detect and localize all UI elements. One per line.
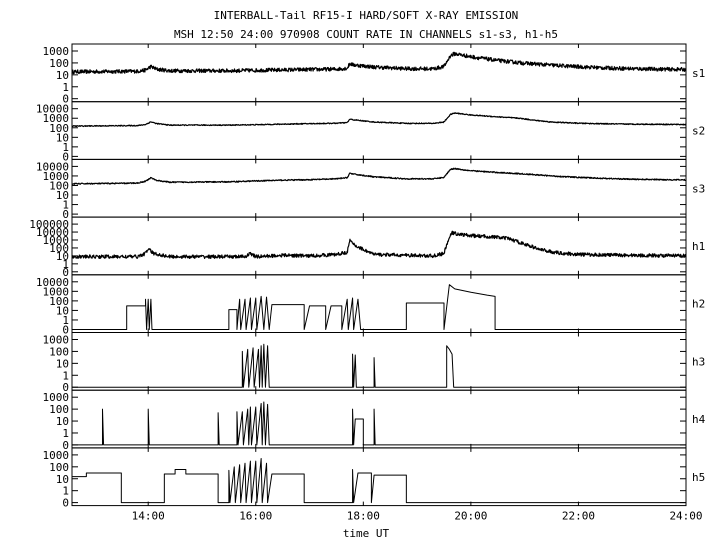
panel-frame — [71, 274, 687, 333]
y-tick-label: 10 — [56, 415, 69, 428]
y-tick-label: 100 — [49, 179, 69, 192]
y-tick-label: 1 — [62, 258, 69, 271]
panel-label: h1 — [692, 240, 705, 253]
x-tick-label: 22:00 — [562, 510, 595, 523]
data-series-h3 — [72, 343, 686, 388]
y-tick-label: 1000 — [43, 170, 70, 183]
panel-label: h2 — [692, 298, 705, 311]
y-tick-label: 0 — [62, 150, 69, 163]
y-tick-label: 1 — [62, 485, 69, 498]
data-series-h4 — [72, 401, 686, 446]
x-axis: 14:00 16:00 18:00 20:00 22:00 24:00 — [132, 510, 703, 523]
y-tick-label: 1 — [62, 81, 69, 94]
y-tick-label: 100 — [49, 242, 69, 255]
y-tick-label: 0 — [62, 439, 69, 452]
data-series-s2 — [71, 112, 687, 128]
y-tick-label: 1 — [62, 141, 69, 154]
data-series-s1 — [71, 51, 687, 75]
panel-label: h4 — [692, 413, 706, 426]
y-tick-label: 10 — [56, 131, 69, 144]
panel-frame — [71, 389, 687, 449]
y-tick-label: 10000 — [36, 160, 69, 173]
y-tick-label: 10 — [56, 69, 69, 82]
x-tick-label: 14:00 — [132, 510, 165, 523]
y-tick-label: 0 — [62, 93, 69, 106]
y-tick-label: 0 — [62, 324, 69, 337]
x-tick-label: 16:00 — [239, 510, 272, 523]
y-tick-label: 0 — [62, 266, 69, 279]
panel-frame — [71, 101, 687, 160]
x-tick-label: 18:00 — [347, 510, 380, 523]
y-tick-label: 1000 — [43, 285, 70, 298]
data-series-h1 — [71, 230, 687, 259]
panel-label: s2 — [692, 125, 705, 138]
panel-frame — [71, 43, 687, 103]
y-tick-label: 10 — [56, 473, 69, 486]
y-tick-label: 1 — [62, 199, 69, 212]
panel-label: h3 — [692, 355, 705, 368]
panel-frame — [71, 158, 687, 218]
data-series-s3 — [71, 167, 687, 185]
y-tick-label: 1 — [62, 369, 69, 382]
x-tick-label: 24:00 — [669, 510, 702, 523]
y-tick-label: 10000 — [36, 226, 69, 239]
panels-layer: 10001001010s11000010001001010s2100001000… — [29, 43, 706, 510]
y-tick-label: 1000 — [43, 334, 70, 347]
y-tick-label: 10 — [56, 250, 69, 263]
chart-subtitle: MSH 12:50 24:00 970908 COUNT RATE IN CHA… — [174, 28, 558, 41]
y-tick-label: 100 — [49, 122, 69, 135]
x-tick-label: 20:00 — [454, 510, 487, 523]
y-tick-label: 0 — [62, 497, 69, 510]
y-tick-label: 1000 — [43, 45, 70, 58]
data-series-h2 — [72, 284, 686, 330]
y-tick-label: 100000 — [29, 218, 69, 231]
y-tick-label: 0 — [62, 381, 69, 394]
y-tick-label: 10 — [56, 189, 69, 202]
data-series-h5 — [71, 457, 686, 504]
x-axis-title: time UT — [343, 527, 390, 540]
y-tick-label: 1 — [62, 427, 69, 440]
y-tick-label: 1000 — [43, 112, 70, 125]
y-tick-label: 100 — [49, 345, 69, 358]
y-tick-label: 10000 — [36, 276, 69, 289]
y-tick-label: 0 — [62, 208, 69, 221]
y-tick-label: 100 — [49, 57, 69, 70]
y-tick-label: 10000 — [36, 103, 69, 116]
panel-label: s1 — [692, 67, 705, 80]
y-tick-label: 100 — [49, 295, 69, 308]
y-tick-label: 1000 — [43, 391, 70, 404]
y-tick-label: 1000 — [43, 234, 70, 247]
y-tick-label: 10 — [56, 357, 69, 370]
y-tick-label: 100 — [49, 403, 69, 416]
y-tick-label: 10 — [56, 304, 69, 317]
panel-frame — [71, 332, 687, 391]
panel-label: h5 — [692, 471, 705, 484]
chart-title: INTERBALL-Tail RF15-I HARD/SOFT X-RAY EM… — [214, 9, 519, 22]
y-tick-label: 100 — [49, 461, 69, 474]
panel-frame — [71, 216, 687, 276]
y-tick-label: 1 — [62, 314, 69, 327]
y-tick-label: 1000 — [43, 449, 70, 462]
panel-label: s3 — [692, 182, 705, 195]
